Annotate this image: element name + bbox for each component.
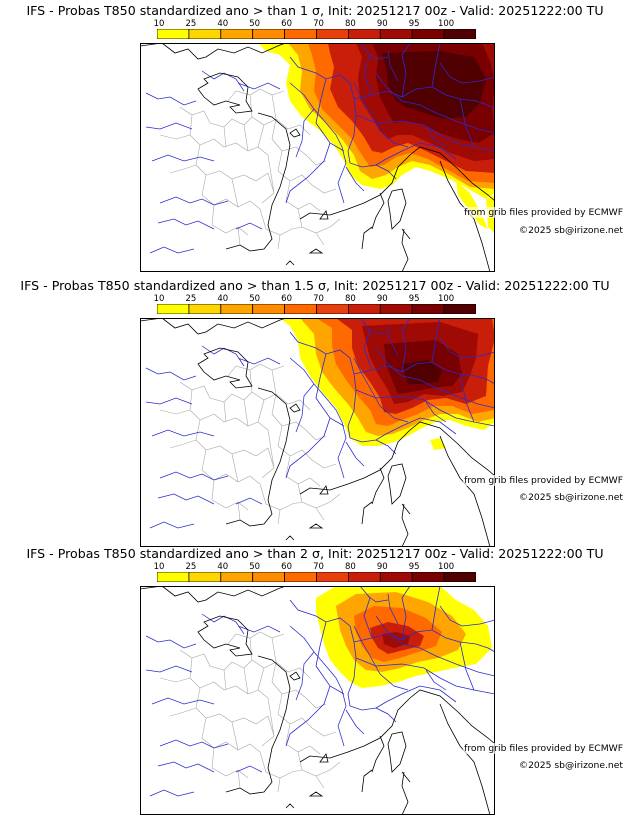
colorbar-swatch [284, 572, 317, 582]
colorbar-tick-label: 70 [313, 562, 324, 572]
colorbar-tick-label: 40 [217, 19, 229, 29]
colorbar-swatch [443, 29, 476, 39]
colorbar-swatch [157, 572, 190, 582]
colorbar-swatch [220, 29, 254, 39]
map-panel-1: IFS - Probas T850 standardized ano > tha… [0, 3, 630, 272]
colorbar-swatch [379, 572, 413, 582]
colorbar-tick-label: 25 [185, 562, 197, 572]
colorbar-tick-label: 10 [153, 294, 165, 304]
colorbar-tick-label: 10 [153, 19, 165, 29]
colorbar-tick-label: 70 [313, 294, 324, 304]
colorbar-swatch [379, 304, 413, 314]
colorbar-tick-label: 50 [249, 19, 261, 29]
admin-boundaries [159, 363, 341, 525]
country-borders [285, 586, 495, 747]
colorbar-swatch [220, 572, 254, 582]
copyright-credit: ©2025 sb@irizone.net [517, 760, 624, 771]
colorbar-swatch [411, 29, 445, 39]
colorbar-swatch [284, 304, 317, 314]
colorbar-tick-label: 80 [344, 294, 356, 304]
colorbar-swatch [252, 572, 285, 582]
colorbar-swatch [347, 572, 381, 582]
map-panel-3: IFS - Probas T850 standardized ano > tha… [0, 546, 630, 815]
colorbar-tick-label: 80 [344, 562, 356, 572]
panel-title: IFS - Probas T850 standardized ano > tha… [20, 278, 610, 293]
colorbar-tick-label: 90 [376, 19, 388, 29]
colorbar-swatch [220, 304, 254, 314]
colorbar-tick-label: 95 [408, 562, 420, 572]
rivers [145, 593, 495, 797]
map-frame [140, 43, 495, 272]
coastline [140, 586, 495, 815]
probability-map [140, 586, 495, 815]
colorbar-swatch [157, 29, 190, 39]
colorbar-tick-label: 60 [281, 19, 293, 29]
colorbar-tick-label: 40 [217, 294, 229, 304]
colorbar-swatch [316, 304, 349, 314]
rivers [145, 50, 495, 254]
colorbar-swatch [443, 572, 476, 582]
colorbar-tick-labels: 10 25 40 50 60 70 80 90 95 100 [153, 19, 476, 29]
source-credit: from grib files provided by ECMWF [463, 207, 624, 218]
colorbar-tick-label: 90 [376, 294, 388, 304]
colorbar-swatch [188, 572, 222, 582]
colorbar-swatch [316, 29, 349, 39]
colorbar-tick-label: 60 [281, 562, 293, 572]
panel-title: IFS - Probas T850 standardized ano > tha… [26, 3, 604, 18]
colorbar-tick-label: 100 [437, 294, 455, 304]
probability-map [140, 43, 495, 272]
map-frame [140, 318, 495, 547]
admin-boundaries [159, 88, 341, 250]
copyright-credit: ©2025 sb@irizone.net [517, 492, 624, 503]
colorbar-tick-label: 40 [217, 562, 229, 572]
colorbar-tick-label: 95 [408, 19, 420, 29]
colorbar-tick-label: 100 [437, 562, 455, 572]
colorbar-tick-label: 50 [249, 562, 261, 572]
coastline [140, 43, 495, 272]
colorbar-swatch [252, 304, 285, 314]
colorbar-swatch [252, 29, 285, 39]
probability-map [140, 318, 495, 547]
source-credit: from grib files provided by ECMWF [463, 743, 624, 754]
colorbar-tick-label: 90 [376, 562, 388, 572]
colorbar-tick-label: 25 [185, 294, 197, 304]
colorbar-tick-label: 80 [344, 19, 356, 29]
colorbar-tick-label: 50 [249, 294, 261, 304]
colorbar-swatch [316, 572, 349, 582]
colorbar-swatch [379, 29, 413, 39]
map-frame [140, 586, 495, 815]
colorbar-swatch [188, 29, 222, 39]
colorbar-tick-label: 60 [281, 294, 293, 304]
colorbar-tick-label: 70 [313, 19, 324, 29]
source-credit: from grib files provided by ECMWF [463, 475, 624, 486]
colorbar-tick-label: 95 [408, 294, 420, 304]
panel-title: IFS - Probas T850 standardized ano > tha… [26, 546, 604, 561]
colorbar-swatch [284, 29, 317, 39]
colorbar [157, 572, 476, 582]
copyright-credit: ©2025 sb@irizone.net [517, 225, 624, 236]
map-panel-2: IFS - Probas T850 standardized ano > tha… [0, 278, 630, 547]
colorbar-swatch [347, 29, 381, 39]
rivers [145, 325, 495, 529]
colorbar-tick-label: 100 [437, 19, 455, 29]
colorbar-swatch [347, 304, 381, 314]
colorbar-tick-label: 10 [153, 562, 165, 572]
colorbar-swatch [188, 304, 222, 314]
colorbar-swatch [443, 304, 476, 314]
colorbar-tick-labels: 10 25 40 50 60 70 80 90 95 100 [153, 562, 476, 572]
country-borders [285, 43, 495, 204]
colorbar [157, 29, 476, 39]
colorbar-swatch [157, 304, 190, 314]
colorbar-tick-labels: 10 25 40 50 60 70 80 90 95 100 [153, 294, 476, 304]
colorbar-swatch [411, 572, 445, 582]
colorbar-swatch [411, 304, 445, 314]
coastline [140, 318, 495, 547]
admin-boundaries [159, 631, 341, 793]
colorbar-tick-label: 25 [185, 19, 197, 29]
country-borders [285, 318, 495, 479]
colorbar [157, 304, 476, 314]
